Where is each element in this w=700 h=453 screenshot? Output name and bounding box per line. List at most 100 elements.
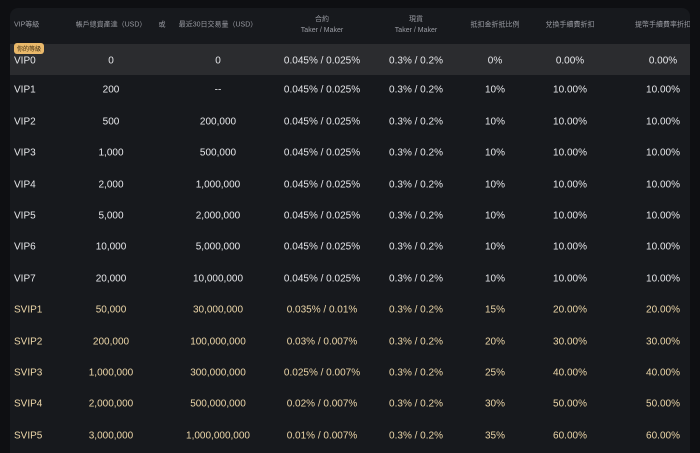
header-title: 現貨 [409,16,423,23]
table-cell: 0.045% / 0.025% [283,55,361,67]
header-title: 兌換手續費折扣 [545,21,595,29]
header-subtitle: Taker / Maker [300,27,344,34]
header-cell: 最近30日交易量（USD） [179,20,258,31]
table-cell: VIP7 [14,273,36,285]
table-cell: 20.00% [646,304,680,316]
header-subtitle: Taker / Maker [394,27,438,34]
table-cell: 200 [102,84,120,96]
header-title: 提幣手續費率折扣 [635,21,690,29]
table-cell: 10.00% [553,116,587,128]
table-cell: 0.045% / 0.025% [283,273,361,285]
table-cell: 1,000,000,000 [186,430,250,442]
table-cell: 5,000,000 [195,241,241,253]
table-cell: SVIP3 [14,367,43,379]
vip-table: VIP等級 帳戶總資產達（USD） 或 最近30日交易量（USD） 合約 Taker / … [10,8,690,453]
table-cell: SVIP2 [14,336,43,348]
table-cell: 0.3% / 0.2% [389,147,443,159]
table-cell: 2,000,000 [195,210,241,222]
header-cell: 兌換手續費折扣 [546,20,595,31]
table-cell: 15% [484,304,506,316]
current-level-badge: 你的等級 [14,43,45,54]
table-cell: 1,000,000 [88,367,134,379]
table-cell: 100,000,000 [190,336,246,348]
table-cell: 0.025% / 0.007% [283,367,361,379]
header-title: 抵扣金折抵比例 [470,21,520,29]
header-cell: 抵扣金折抵比例 [471,20,520,31]
table-cell: 500,000 [199,147,237,159]
table-cell: 0.045% / 0.025% [283,241,361,253]
table-cell: 0.3% / 0.2% [389,367,443,379]
table-cell: 500 [102,116,120,128]
table-cell: 0.3% / 0.2% [389,210,443,222]
table-cell: 0.045% / 0.025% [283,116,361,128]
table-cell: 500,000,000 [190,398,246,410]
current-row-highlight [10,44,690,75]
table-cell: 10.00% [646,273,680,285]
table-cell: 10% [484,84,506,96]
table-cell: SVIP4 [14,398,43,410]
table-cell: 60.00% [553,430,587,442]
table-cell: 0 [108,55,114,67]
table-cell: SVIP1 [14,304,43,316]
table-cell: 0.03% / 0.007% [286,336,358,348]
table-cell: 0.3% / 0.2% [389,84,443,96]
table-cell: VIP1 [14,84,36,96]
table-cell: 10.00% [646,84,680,96]
table-cell: 0.3% / 0.2% [389,336,443,348]
table-cell: 0.045% / 0.025% [283,147,361,159]
table-cell: 30,000,000 [192,304,244,316]
table-cell: 60.00% [646,430,680,442]
table-cell: 0.3% / 0.2% [389,398,443,410]
header-title: 最近30日交易量（USD） [178,21,258,29]
header-cell: 或 [159,20,166,31]
table-cell: 200,000 [92,336,130,348]
table-cell: 20,000 [95,273,127,285]
table-cell: 2,000,000 [88,398,134,410]
table-cell: 10,000 [95,241,127,253]
table-cell: 0.3% / 0.2% [389,116,443,128]
table-cell: 25% [484,367,506,379]
table-cell: VIP5 [14,210,36,222]
table-cell: 30.00% [553,336,587,348]
table-cell: 0.045% / 0.025% [283,179,361,191]
table-cell: VIP3 [14,147,36,159]
table-cell: VIP0 [14,55,36,67]
table-cell: -- [214,84,222,96]
table-cell: VIP6 [14,241,36,253]
table-cell: 1,000,000 [195,179,241,191]
table-cell: 10.00% [553,273,587,285]
table-cell: 0.3% / 0.2% [389,273,443,285]
table-cell: 0.3% / 0.2% [389,430,443,442]
table-cell: 30% [484,398,506,410]
table-cell: 40.00% [553,367,587,379]
table-cell: 10.00% [553,147,587,159]
table-cell: 2,000 [98,179,124,191]
table-cell: 0% [487,55,503,67]
table-cell: 0.3% / 0.2% [389,304,443,316]
table-cell: 10.00% [646,147,680,159]
table-cell: 10% [484,116,506,128]
table-cell: 1,000 [98,147,124,159]
table-cell: 0.045% / 0.025% [283,84,361,96]
header-cell: 帳戶總資產達（USD） [76,20,147,31]
table-cell: 10% [484,147,506,159]
table-cell: VIP4 [14,179,36,191]
header-cell: 現貨 Taker / Maker [395,14,437,36]
table-cell: 10.00% [646,116,680,128]
table-cell: 10.00% [646,210,680,222]
table-cell: 10.00% [646,241,680,253]
table-cell: 10.00% [646,179,680,191]
table-cell: 10,000,000 [192,273,244,285]
table-cell: 300,000,000 [190,367,246,379]
header-title: 或 [158,21,166,29]
table-cell: 50.00% [553,398,587,410]
table-cell: 0.3% / 0.2% [389,55,443,67]
table-cell: 10% [484,210,506,222]
table-cell: 10.00% [553,179,587,191]
table-cell: 0.01% / 0.007% [286,430,358,442]
table-cell: 0.3% / 0.2% [389,241,443,253]
header-title: VIP等級 [14,21,40,29]
header-title: 帳戶總資產達（USD） [75,21,147,29]
header-cell: 提幣手續費率折扣 [635,20,690,31]
header-cell: VIP等級 [14,20,39,31]
